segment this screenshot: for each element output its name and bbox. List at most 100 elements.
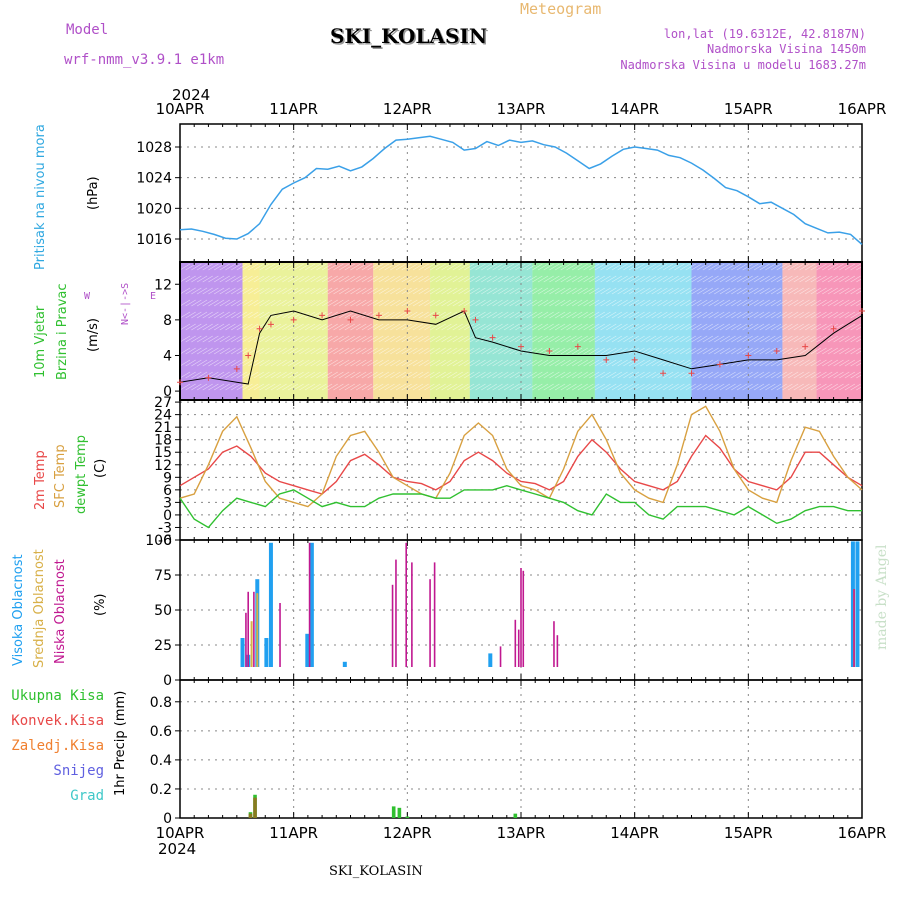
wind-barb bbox=[515, 311, 526, 319]
wind-barb bbox=[452, 383, 463, 391]
wind-barb bbox=[583, 299, 594, 307]
wind-barb bbox=[418, 287, 429, 295]
wind-barb bbox=[282, 287, 293, 295]
wind-barb bbox=[793, 311, 804, 319]
wind-barb bbox=[623, 287, 634, 295]
wind-barb bbox=[532, 335, 543, 343]
wind-barb bbox=[412, 359, 424, 367]
wind-barb bbox=[412, 383, 424, 391]
wind-barb bbox=[248, 323, 259, 331]
wind-barb bbox=[321, 299, 333, 307]
wind-barb bbox=[412, 335, 424, 343]
wind-barb bbox=[367, 287, 378, 295]
wind-barb bbox=[441, 311, 452, 319]
wind-barb bbox=[287, 359, 299, 367]
wind-barb bbox=[782, 275, 793, 283]
wind-barb bbox=[753, 299, 765, 307]
wind-barb bbox=[401, 383, 412, 391]
wind-barb bbox=[697, 299, 708, 307]
wind-barb bbox=[498, 299, 509, 307]
wind-barb bbox=[827, 335, 839, 343]
wind-barb bbox=[566, 323, 577, 331]
wind-barb bbox=[623, 371, 634, 379]
wind-barb bbox=[520, 335, 532, 343]
wind-barb bbox=[475, 263, 486, 271]
wind-barb bbox=[822, 299, 833, 307]
wind-barb bbox=[492, 263, 503, 271]
wind-barb bbox=[799, 383, 810, 391]
wind-barb bbox=[287, 383, 299, 391]
wind-barb bbox=[645, 383, 657, 391]
wind-gust-marker bbox=[660, 370, 667, 377]
wind-barb bbox=[299, 383, 310, 391]
wind-barb bbox=[816, 299, 827, 307]
wind-barb bbox=[259, 347, 270, 355]
wind-barb bbox=[338, 263, 350, 271]
wind-barb bbox=[282, 299, 293, 307]
wind-barb bbox=[776, 287, 787, 295]
wind-barb bbox=[464, 371, 475, 379]
wind-barb bbox=[662, 347, 674, 355]
wind-barb bbox=[344, 287, 355, 295]
wind-barb bbox=[702, 383, 714, 391]
wind-barb bbox=[185, 275, 196, 283]
wind-barb bbox=[839, 335, 850, 343]
wind-barb bbox=[498, 311, 509, 319]
wind-barb bbox=[503, 335, 515, 343]
wind-barb bbox=[367, 275, 378, 283]
wind-barb bbox=[793, 287, 804, 295]
wind-barb bbox=[429, 323, 441, 331]
pressure-line bbox=[179, 135, 863, 245]
wind-barb bbox=[816, 347, 827, 355]
wind-barb bbox=[515, 359, 526, 367]
wind-barb bbox=[679, 371, 691, 379]
wind-barb bbox=[452, 359, 463, 367]
wind-barb bbox=[691, 335, 702, 343]
wind-barb bbox=[429, 371, 441, 379]
wind-barb bbox=[236, 323, 247, 331]
wind-barb bbox=[401, 311, 412, 319]
wind-barb bbox=[571, 347, 583, 355]
bottom-date-label: 10APR bbox=[156, 824, 205, 842]
wind-barb bbox=[287, 275, 299, 283]
wind-barb bbox=[623, 263, 634, 271]
wind-barb bbox=[594, 335, 606, 343]
wind-barb bbox=[833, 287, 844, 295]
wind-barb bbox=[708, 263, 719, 271]
wind-barb bbox=[571, 311, 583, 319]
wind-barb bbox=[793, 371, 804, 379]
watermark: made by Angel bbox=[874, 544, 890, 650]
wind-barb bbox=[765, 383, 776, 391]
wind-barb bbox=[844, 371, 856, 379]
wind-barb bbox=[401, 263, 412, 271]
y-tick-label: 1024 bbox=[136, 171, 172, 187]
bottom-year-label: 2024 bbox=[158, 840, 196, 858]
wind-barb bbox=[179, 383, 191, 391]
wind-barb bbox=[196, 323, 208, 331]
wind-barb bbox=[378, 371, 390, 379]
wind-barb bbox=[827, 275, 839, 283]
wind-barb bbox=[265, 287, 276, 295]
wind-barb bbox=[333, 299, 344, 307]
cloud-low-bar bbox=[433, 562, 436, 667]
wind-barb bbox=[213, 359, 225, 367]
cloud-high-bar bbox=[855, 541, 860, 667]
wind-barb bbox=[242, 383, 253, 391]
wind-barb bbox=[810, 323, 822, 331]
wind-barb bbox=[662, 287, 674, 295]
wind-barb bbox=[333, 383, 344, 391]
wind-barb bbox=[844, 275, 856, 283]
wind-barb bbox=[765, 275, 776, 283]
wind-barb bbox=[827, 299, 839, 307]
wind-barb bbox=[770, 335, 782, 343]
wind-barb bbox=[191, 359, 202, 367]
wind-barb bbox=[316, 263, 327, 271]
wind-barb bbox=[310, 323, 321, 331]
wind-barb bbox=[424, 335, 435, 343]
wind-barb bbox=[589, 383, 600, 391]
wind-gust-marker bbox=[245, 352, 252, 359]
wind-barb bbox=[481, 347, 492, 355]
wind-barb bbox=[282, 383, 293, 391]
wind-barb bbox=[185, 383, 196, 391]
wind-barb bbox=[202, 263, 213, 271]
